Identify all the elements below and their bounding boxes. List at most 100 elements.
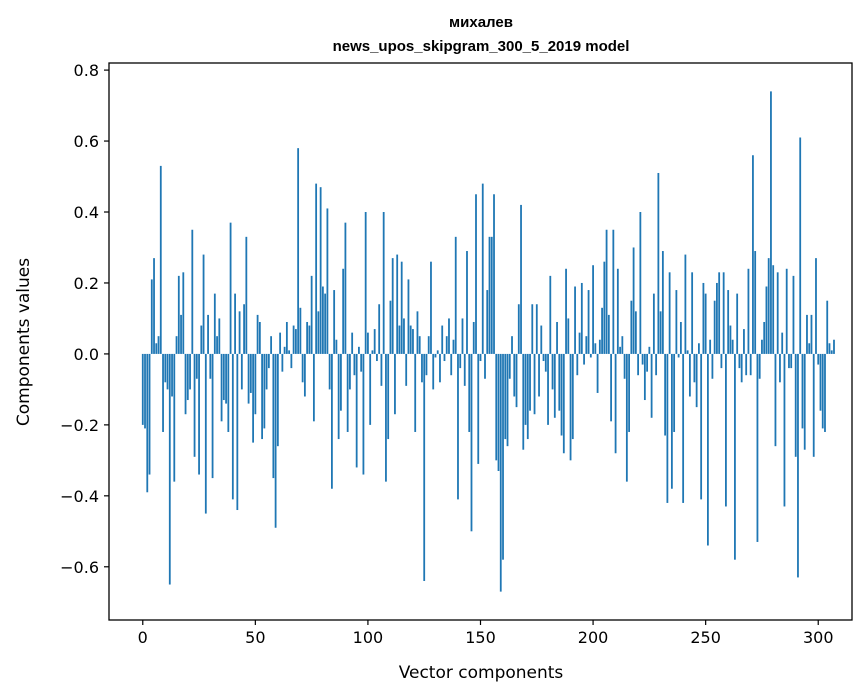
- bar-242: [686, 350, 689, 354]
- bar-212: [619, 346, 621, 354]
- bar-153: [486, 290, 489, 354]
- bar-52: [258, 321, 261, 354]
- bar-46: [245, 236, 248, 354]
- bar-204: [601, 307, 603, 354]
- bar-165: [513, 353, 516, 397]
- bar-239: [679, 321, 682, 354]
- bar-268: [745, 353, 748, 376]
- bar-244: [691, 272, 694, 354]
- bar-63: [283, 346, 286, 354]
- bar-39: [229, 222, 232, 354]
- bar-249: [702, 282, 705, 354]
- bar-139: [454, 236, 457, 354]
- bar-49: [252, 353, 254, 443]
- bar-205: [603, 261, 606, 354]
- bar-133: [441, 325, 444, 354]
- bar-119: [409, 325, 412, 354]
- bar-263: [734, 353, 736, 560]
- bar-230: [659, 311, 662, 354]
- bar-281: [774, 353, 777, 447]
- bar-116: [403, 318, 405, 354]
- bar-114: [398, 325, 401, 354]
- bar-211: [616, 268, 619, 354]
- bar-88: [340, 353, 342, 411]
- bar-10: [164, 353, 167, 383]
- bar-152: [484, 353, 486, 379]
- bar-226: [650, 353, 653, 418]
- bar-21: [189, 353, 191, 390]
- bar-200: [592, 265, 594, 354]
- bar-285: [783, 353, 786, 507]
- bar-251: [707, 353, 709, 546]
- bar-43: [238, 311, 241, 354]
- bar-83: [328, 353, 331, 390]
- bar-158: [497, 353, 500, 471]
- bar-101: [369, 353, 372, 425]
- bar-28: [204, 353, 207, 514]
- bar-14: [173, 353, 176, 482]
- bar-296: [808, 343, 811, 354]
- bar-209: [612, 229, 615, 354]
- bar-54: [263, 353, 266, 429]
- bar-275: [761, 339, 763, 354]
- bar-106: [380, 353, 383, 386]
- bar-293: [801, 353, 804, 429]
- bar-91: [346, 353, 349, 432]
- bar-157: [495, 353, 498, 461]
- bar-235: [670, 353, 673, 489]
- bar-57: [270, 336, 273, 354]
- bar-24: [195, 353, 198, 379]
- bar-270: [749, 353, 752, 376]
- bar-192: [574, 286, 576, 354]
- bar-168: [520, 204, 522, 354]
- bar-74: [308, 325, 311, 354]
- bar-236: [673, 353, 676, 432]
- bar-144: [466, 251, 468, 354]
- bar-266: [740, 353, 743, 383]
- bar-227: [652, 293, 655, 354]
- bar-113: [396, 254, 399, 354]
- bar-77: [315, 183, 318, 354]
- bar-40: [231, 353, 234, 500]
- bar-214: [623, 353, 626, 379]
- bar-197: [585, 336, 588, 354]
- bar-55: [265, 353, 268, 390]
- bar-124: [421, 353, 423, 383]
- x-tick-label: 200: [578, 628, 609, 647]
- plot-frame: [108, 62, 853, 621]
- bar-222: [641, 353, 644, 365]
- bar-79: [319, 187, 322, 354]
- bar-102: [371, 350, 374, 354]
- bar-162: [506, 353, 509, 447]
- bar-4: [150, 279, 153, 354]
- bar-160: [502, 353, 504, 560]
- bar-189: [567, 318, 570, 354]
- bar-100: [367, 332, 369, 354]
- bar-179: [544, 353, 547, 372]
- bar-166: [515, 353, 518, 408]
- bar-297: [810, 314, 813, 354]
- bar-298: [812, 353, 815, 457]
- bar-143: [463, 353, 466, 386]
- bar-178: [542, 353, 545, 362]
- bar-45: [243, 304, 245, 354]
- bar-123: [418, 336, 421, 354]
- bar-78: [317, 311, 320, 354]
- bar-195: [580, 282, 583, 354]
- bar-156: [493, 194, 495, 354]
- bar-66: [290, 353, 293, 369]
- bar-94: [353, 353, 356, 376]
- bar-26: [200, 325, 203, 354]
- bar-274: [758, 353, 761, 379]
- bar-58: [272, 353, 275, 479]
- bar-301: [819, 353, 822, 411]
- bar-277: [765, 286, 768, 354]
- bar-257: [720, 353, 723, 369]
- bar-104: [376, 353, 378, 362]
- bar-112: [394, 353, 396, 415]
- x-tick-label: 100: [353, 628, 384, 647]
- bar-32: [213, 293, 216, 354]
- x-tick-label: 50: [245, 628, 265, 647]
- bar-118: [407, 279, 410, 354]
